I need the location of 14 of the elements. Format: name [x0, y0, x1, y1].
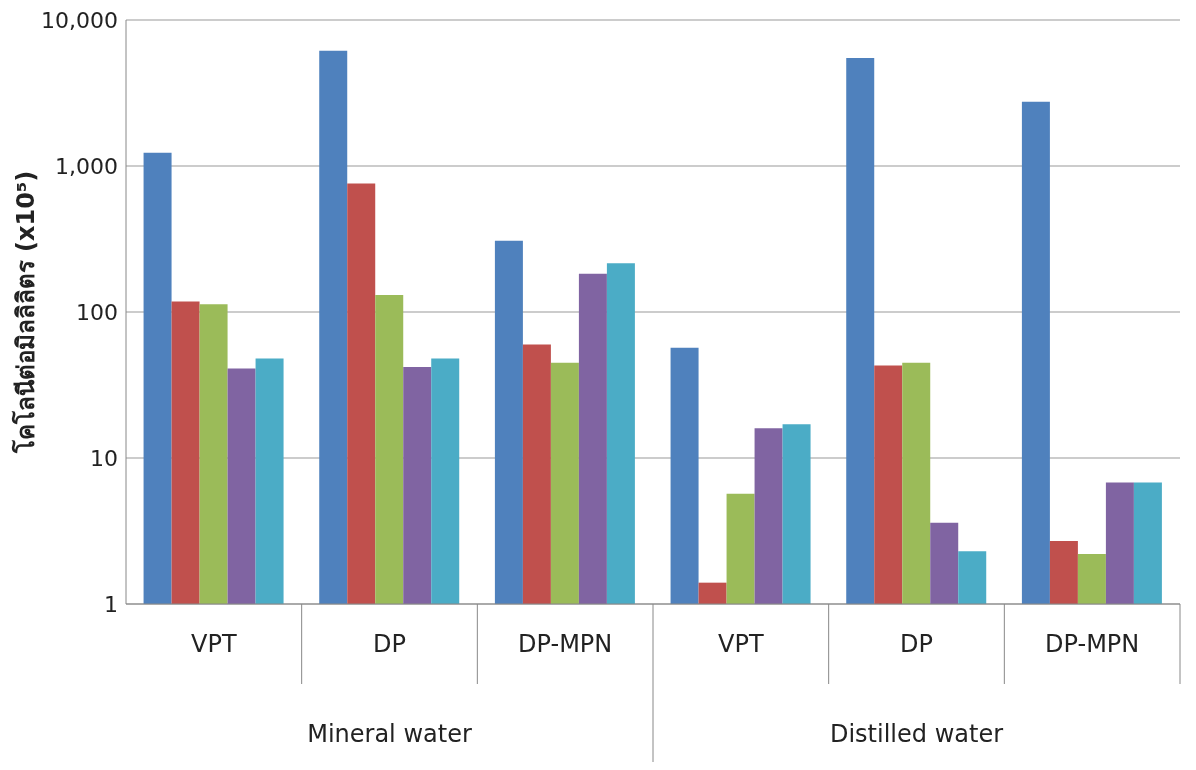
y-tick-label: 100 — [76, 299, 118, 325]
x-tick-label: DP-MPN — [518, 630, 613, 658]
text: Mineral water — [307, 720, 472, 748]
x-tick-label: VPT — [718, 630, 764, 658]
x-tick-label: DP — [373, 630, 406, 658]
x-tick-label: DP — [900, 630, 933, 658]
y-tick-label: 10,000 — [41, 7, 118, 33]
x-tick-label: VPT — [191, 630, 237, 658]
y-axis-title: โคโลนีต่อมิลลิลิตร (x10⁵) — [10, 170, 41, 454]
text: Distilled water — [829, 720, 1004, 748]
y-tick-label: 10 — [90, 445, 118, 471]
y-tick-label: 1 — [104, 591, 118, 617]
y-tick-label: 1,000 — [55, 153, 118, 179]
x-tick-label: DP-MPN — [1045, 630, 1140, 658]
